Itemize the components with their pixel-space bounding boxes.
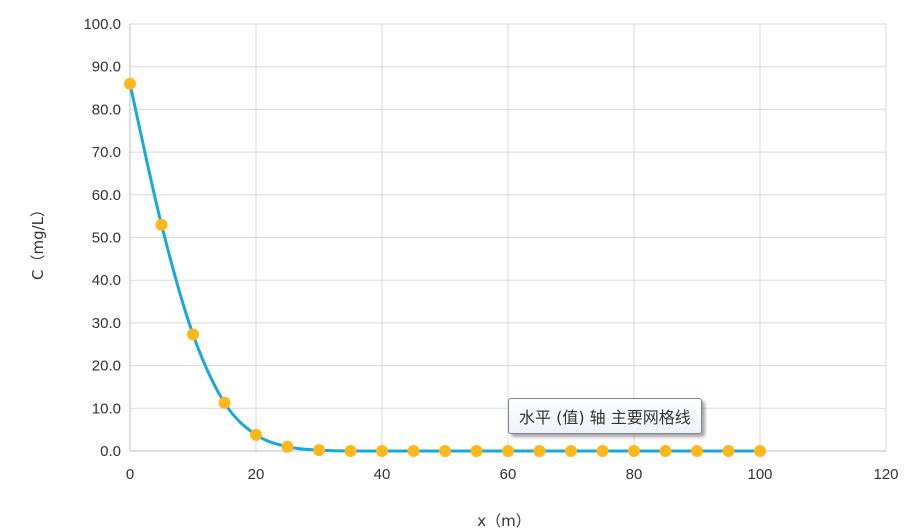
y-tick-label: 50.0 bbox=[92, 230, 121, 247]
data-point bbox=[250, 428, 262, 441]
grid bbox=[130, 23, 887, 451]
x-tick-label: 120 bbox=[873, 466, 898, 483]
data-point bbox=[376, 445, 388, 457]
y-tick-label: 10.0 bbox=[92, 400, 121, 417]
data-point bbox=[533, 445, 546, 457]
data-point bbox=[754, 445, 766, 457]
data-point bbox=[470, 445, 483, 457]
y-tick-label: 100.0 bbox=[83, 16, 121, 33]
data-point bbox=[628, 445, 640, 457]
data-point bbox=[218, 396, 231, 409]
series bbox=[124, 77, 766, 457]
data-point bbox=[659, 445, 672, 457]
data-point bbox=[407, 445, 420, 457]
x-tick-label: 20 bbox=[248, 466, 265, 483]
x-tick-label: 100 bbox=[747, 466, 772, 483]
y-axis-title: C（mg/L） bbox=[29, 202, 47, 280]
x-tick-label: 0 bbox=[126, 466, 134, 483]
data-point bbox=[281, 440, 294, 453]
x-axis-title: x（m） bbox=[477, 512, 531, 530]
series-line bbox=[128, 83, 760, 453]
data-point bbox=[596, 445, 609, 457]
data-point bbox=[155, 218, 168, 231]
data-point bbox=[439, 445, 451, 457]
y-tick-label: 80.0 bbox=[92, 101, 121, 118]
y-tick-label: 70.0 bbox=[92, 144, 121, 161]
y-tick-label: 90.0 bbox=[92, 59, 121, 76]
x-tick-label: 40 bbox=[374, 466, 391, 483]
gridline-tooltip: 水平 (值) 轴 主要网格线 bbox=[508, 398, 702, 434]
data-point bbox=[344, 445, 357, 457]
data-point bbox=[187, 328, 199, 341]
x-tick-label: 60 bbox=[500, 466, 517, 483]
data-point bbox=[124, 77, 136, 90]
y-tick-label: 40.0 bbox=[92, 272, 121, 289]
y-tick-label: 20.0 bbox=[92, 358, 121, 375]
y-tick-label: 30.0 bbox=[92, 315, 121, 332]
data-point bbox=[313, 444, 325, 457]
tick-labels: 0.0 10.0 20.0 30.0 40.0 50.0 60.0 70.0 80.0 90.0 1… bbox=[83, 16, 898, 483]
y-tick-label: 0.0 bbox=[100, 443, 121, 460]
y-tick-label: 60.0 bbox=[92, 187, 121, 204]
data-point bbox=[565, 445, 577, 457]
data-point bbox=[691, 445, 703, 457]
data-point bbox=[502, 445, 514, 457]
data-point bbox=[722, 445, 735, 457]
x-tick-label: 80 bbox=[626, 466, 643, 483]
